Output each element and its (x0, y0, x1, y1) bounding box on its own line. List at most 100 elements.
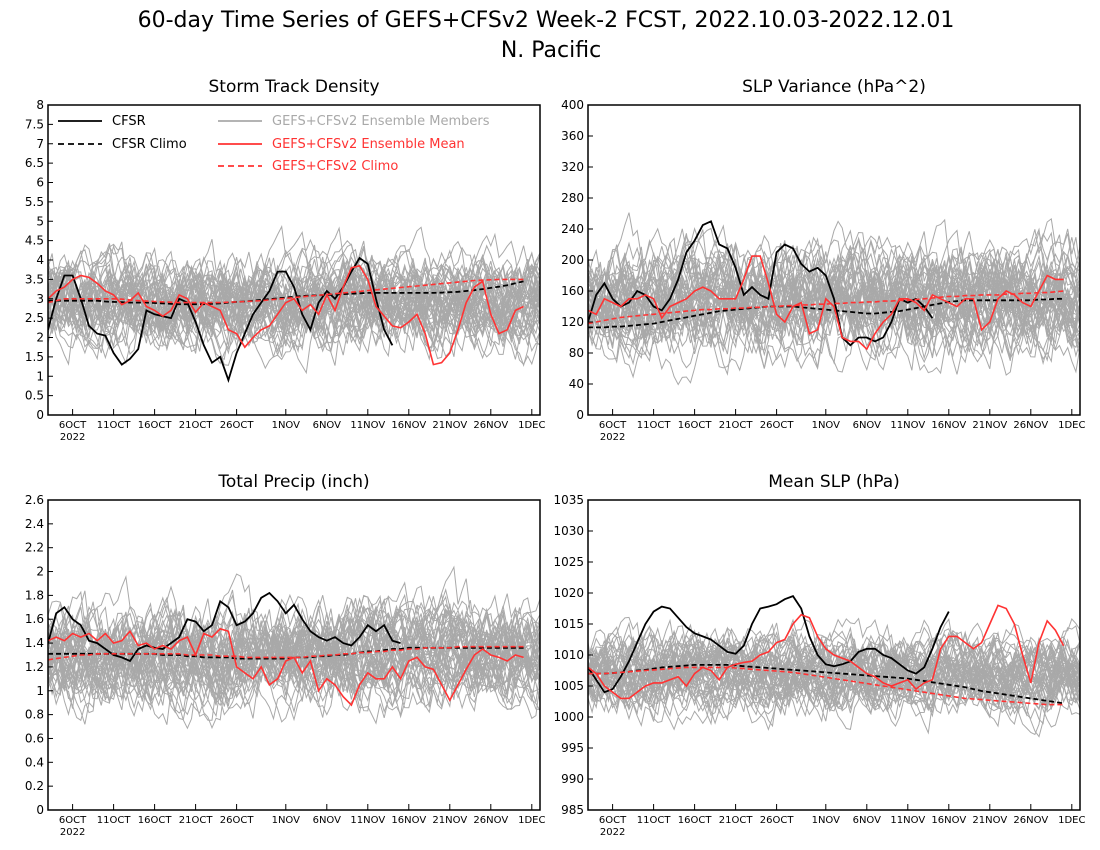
member-line (588, 639, 1080, 703)
series-ens-mean (48, 627, 524, 707)
member-line (588, 238, 1080, 346)
y-tick-label: 1025 (553, 555, 584, 569)
y-tick-label: 400 (561, 98, 584, 112)
x-tick-label: 1DEC (518, 420, 545, 431)
y-tick-label: 0 (576, 408, 584, 422)
y-tick-label: 985 (561, 803, 584, 817)
x-tick-label: 6NOV (313, 815, 342, 826)
x-tick-label: 16NOV (931, 420, 966, 431)
y-tick-label: 40 (569, 377, 584, 391)
panel-title: Mean SLP (hPa) (768, 472, 900, 492)
x-tick-label: 21OCT (719, 815, 754, 826)
member-line (588, 625, 1080, 709)
member-line (588, 631, 1080, 699)
plot-frame (47, 499, 541, 811)
x-tick-label: 6NOV (313, 420, 342, 431)
x-tick-label: 1DEC (518, 815, 545, 826)
x-tick-label: 21NOV (432, 420, 467, 431)
legend-label: CFSR Climo (112, 137, 187, 152)
y-tick-label: 4 (36, 253, 44, 267)
y-tick-label: 120 (561, 315, 584, 329)
y-tick-label: 0.4 (25, 755, 44, 769)
x-tick-label: 11OCT (637, 420, 672, 431)
x-tick-label: 11OCT (97, 815, 132, 826)
member-line (48, 596, 540, 717)
y-tick-label: 0.6 (25, 731, 44, 745)
x-tick-label: 11NOV (350, 420, 385, 431)
x-tick-year-label: 2022 (600, 432, 625, 443)
x-tick-label: 16NOV (391, 815, 426, 826)
member-line (48, 248, 540, 358)
y-tick-label: 7.5 (25, 117, 44, 131)
x-tick-label: 26OCT (220, 815, 255, 826)
member-line (588, 650, 1080, 718)
series-cfsr-climo (48, 280, 524, 306)
series-cfsr (588, 595, 950, 694)
x-tick-year-label: 2022 (600, 827, 625, 838)
ensemble-members (588, 212, 1080, 386)
member-line (588, 632, 1080, 707)
member-line (48, 594, 540, 718)
y-tick-label: 1.8 (25, 588, 44, 602)
member-line (48, 590, 540, 702)
x-tick-label: 21NOV (972, 420, 1007, 431)
legend: CFSR CFSR Climo GEFS+CFSv2 Ensemble Member… (58, 114, 490, 174)
y-tick-label: 1035 (553, 493, 584, 507)
x-tick-label: 16OCT (138, 420, 173, 431)
y-tick-label: 1015 (553, 617, 584, 631)
x-tick-label: 26OCT (760, 815, 795, 826)
member-line (48, 596, 540, 706)
member-line (48, 240, 540, 357)
y-tick-label: 1000 (553, 710, 584, 724)
x-tick-label: 16NOV (391, 420, 426, 431)
ensemble-members (588, 616, 1080, 738)
x-tick-year-label: 2022 (60, 432, 85, 443)
x-tick-label: 16OCT (678, 815, 713, 826)
x-tick-label: 21OCT (719, 420, 754, 431)
series-ens-mean (588, 255, 1064, 351)
x-tick-label: 1NOV (272, 420, 301, 431)
member-line (588, 231, 1080, 355)
y-tick-label: 240 (561, 222, 584, 236)
member-line (48, 244, 540, 353)
x-tick-label: 21NOV (432, 815, 467, 826)
y-tick-label: 5.5 (25, 195, 44, 209)
x-tick-label: 11OCT (637, 815, 672, 826)
series-ens-mean (48, 264, 524, 366)
y-tick-label: 3 (36, 292, 44, 306)
series-ens-climo (588, 290, 1064, 325)
series-cfsr (48, 256, 394, 383)
y-tick-label: 990 (561, 772, 584, 786)
member-line (48, 618, 540, 714)
legend-label: GEFS+CFSv2 Ensemble Mean (272, 137, 465, 152)
member-line (588, 633, 1080, 717)
member-line (588, 234, 1080, 369)
member-line (48, 585, 540, 692)
y-tick-label: 6 (36, 176, 44, 190)
x-tick-year-label: 2022 (60, 827, 85, 838)
x-tick-label: 11NOV (890, 815, 925, 826)
x-tick-label: 6OCT (59, 815, 87, 826)
figure-title: 60-day Time Series of GEFS+CFSv2 Week-2 … (138, 8, 955, 33)
x-tick-label: 26NOV (473, 420, 508, 431)
y-tick-label: 0.8 (25, 708, 44, 722)
panel-title: Total Precip (inch) (217, 472, 369, 492)
x-tick-label: 16OCT (678, 420, 713, 431)
y-tick-label: 160 (561, 284, 584, 298)
y-tick-label: 0 (36, 803, 44, 817)
panel-1: SLP Variance (hPa^2) 0 40 80 120 160 200 240 280… (561, 77, 1085, 443)
y-tick-label: 80 (569, 346, 584, 360)
member-line (48, 266, 540, 361)
x-tick-label: 16OCT (138, 815, 173, 826)
y-tick-label: 1.6 (25, 612, 44, 626)
panel-3: Mean SLP (hPa) 985 990 995 1000 1005 1010 1015 1… (553, 472, 1085, 838)
member-line (48, 263, 540, 355)
x-tick-label: 1NOV (812, 815, 841, 826)
y-tick-label: 5 (36, 214, 44, 228)
x-tick-label: 11OCT (97, 420, 132, 431)
y-tick-label: 1030 (553, 524, 584, 538)
legend-label: CFSR (112, 114, 146, 129)
series-ens-mean (588, 604, 1065, 700)
y-tick-label: 1005 (553, 679, 584, 693)
x-tick-label: 26NOV (1013, 420, 1048, 431)
